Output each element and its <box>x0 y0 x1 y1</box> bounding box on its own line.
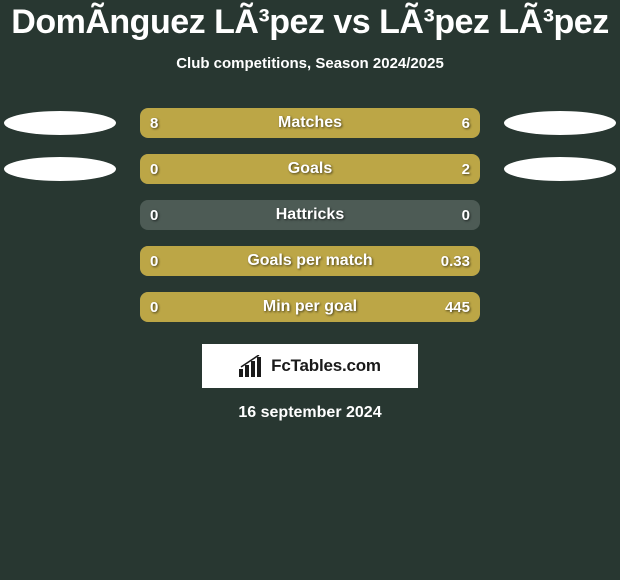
stat-row: 00.33Goals per match <box>0 246 620 276</box>
stat-rows: 86Matches 02Goals 0 0Hattricks 00.33Goals pe… <box>0 108 620 322</box>
page-subtitle: Club competitions, Season 2024/2025 <box>176 55 444 72</box>
bar-track: 0 0Hattricks <box>140 200 480 230</box>
brand-box: FcTables.com <box>202 344 418 388</box>
player-ellipse-right <box>504 157 616 181</box>
bar-track: 02Goals <box>140 154 480 184</box>
bar-fill-left <box>140 108 334 138</box>
stat-row: 0445Min per goal <box>0 292 620 322</box>
bar-track: 86Matches <box>140 108 480 138</box>
bar-fill-right <box>334 108 480 138</box>
stat-value-left: 0 <box>150 200 158 230</box>
player-ellipse-left <box>4 157 116 181</box>
snapshot-date: 16 september 2024 <box>238 404 381 422</box>
comparison-infographic: DomÃ­nguez LÃ³pez vs LÃ³pez LÃ³pez Club … <box>0 0 620 580</box>
player-ellipse-left <box>4 111 116 135</box>
bar-fill-right <box>140 246 480 276</box>
stat-row: 0 0Hattricks <box>0 200 620 230</box>
bar-track: 0445Min per goal <box>140 292 480 322</box>
chart-bars-icon <box>239 355 265 377</box>
stat-value-right: 0 <box>462 200 470 230</box>
player-ellipse-right <box>504 111 616 135</box>
bar-track: 00.33Goals per match <box>140 246 480 276</box>
stat-label: Hattricks <box>140 200 480 230</box>
brand-text: FcTables.com <box>271 356 381 376</box>
page-title: DomÃ­nguez LÃ³pez vs LÃ³pez LÃ³pez <box>11 4 608 41</box>
stat-row: 86Matches <box>0 108 620 138</box>
bar-fill-right <box>140 154 480 184</box>
bar-fill-right <box>140 292 480 322</box>
stat-row: 02Goals <box>0 154 620 184</box>
